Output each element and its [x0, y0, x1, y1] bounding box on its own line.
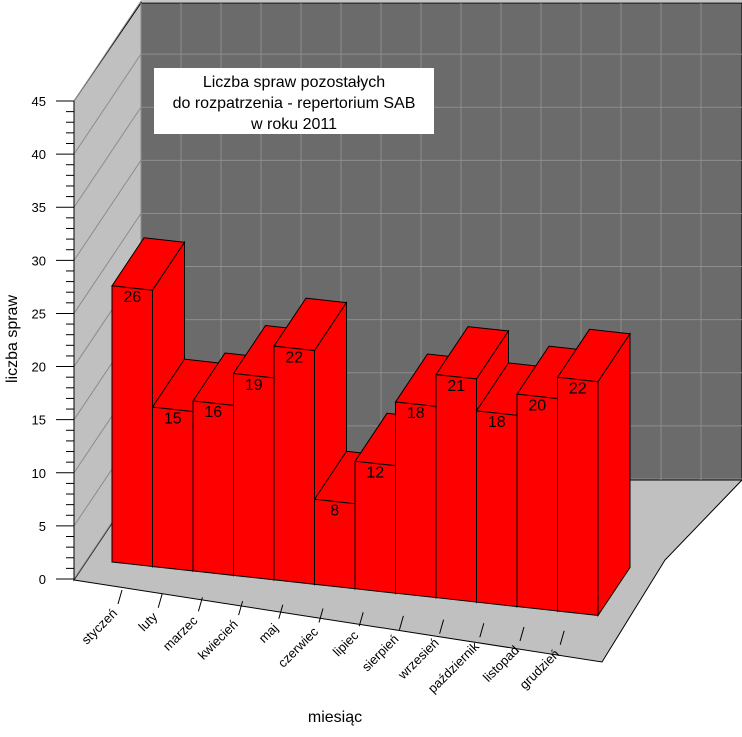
y-tick-label: 0: [39, 572, 46, 587]
y-axis: 0 5 10 15 20 25 30 35 40 45: [32, 94, 75, 587]
bar-front-face: [476, 410, 518, 608]
title-background: [154, 68, 434, 134]
y-tick-label: 40: [32, 147, 46, 162]
x-tick-label: grudzień: [516, 646, 562, 692]
x-tick: [318, 608, 324, 623]
gridline-side: [73, 53, 142, 155]
y-tick-label: 5: [39, 519, 46, 534]
chart-title-line-1: Liczba spraw pozostałych: [203, 74, 385, 91]
chart-title-box: Liczba spraw pozostałych do rozpatrzenia…: [154, 68, 434, 134]
x-tick: [238, 600, 244, 616]
x-tick: [358, 612, 364, 627]
x-tick-label: listopad: [480, 643, 522, 685]
x-tick-label: sierpień: [359, 631, 402, 674]
x-tick-label: kwiecień: [195, 617, 241, 663]
bar-front-face: [395, 401, 437, 599]
bar-front-face: [516, 393, 558, 612]
chart-title-line-3: w roku 2011: [250, 116, 337, 133]
bar-front-face: [435, 374, 477, 603]
bar-front-face: [233, 372, 275, 581]
bars: 26 15 16 19 22 8 12 18 21 18 20 22: [111, 237, 631, 618]
y-tick-label: 45: [32, 94, 46, 109]
x-tick-label: czerwiec: [275, 624, 322, 671]
x-tick: [117, 589, 123, 605]
x-tick: [398, 615, 404, 631]
chart-title-line-2: do rozpatrzenia - repertorium SAB: [173, 95, 416, 112]
bar-value-label: 22: [285, 349, 303, 366]
bar-value-label: 26: [123, 289, 141, 306]
bar-value-label: 18: [407, 405, 425, 422]
gridline-side: [73, 106, 142, 208]
x-tick: [479, 623, 485, 638]
x-tick-label: lipiec: [330, 627, 362, 659]
gridline-side: [73, 160, 142, 261]
gridline-side: [73, 0, 142, 102]
bar-value-label: 18: [488, 414, 506, 431]
x-axis-title: miesiąc: [308, 709, 362, 726]
bar-value-label: 21: [447, 378, 465, 395]
x-tick-label: luty: [135, 609, 160, 634]
x-tick: [519, 626, 525, 642]
bar-value-label: 20: [528, 397, 546, 414]
x-tick: [559, 630, 565, 645]
bar-value-label: 16: [204, 404, 222, 421]
bar-front-face: [273, 345, 315, 585]
bar-front-face: [192, 400, 234, 576]
bar-value-label: 8: [330, 503, 339, 520]
bar-value-label: 12: [366, 464, 384, 481]
gridline-side: [73, 213, 142, 314]
x-tick: [439, 619, 445, 634]
bar-value-label: 15: [164, 410, 182, 427]
bar-front-face: [152, 406, 194, 572]
bar-value-label: 19: [245, 377, 263, 394]
bar: 22: [556, 328, 631, 618]
y-tick-label: 35: [32, 200, 46, 215]
bar-front-face: [111, 285, 153, 568]
y-tick-label: 25: [32, 306, 46, 321]
y-tick-label: 30: [32, 253, 46, 268]
bar-value-label: 22: [569, 381, 587, 398]
x-tick-label: maj: [255, 620, 280, 645]
y-tick-label: 10: [32, 466, 46, 481]
x-tick: [157, 593, 163, 608]
bar-side-face: [597, 332, 631, 618]
x-tick: [197, 597, 203, 612]
y-axis-title: liczba spraw: [4, 295, 21, 383]
x-tick-label: styczeń: [78, 606, 120, 648]
bar-front-face: [557, 376, 599, 617]
y-tick-label: 20: [32, 360, 46, 375]
y-tick-label: 15: [32, 413, 46, 428]
x-tick: [278, 604, 284, 619]
x-tick-label: marzec: [160, 613, 201, 654]
